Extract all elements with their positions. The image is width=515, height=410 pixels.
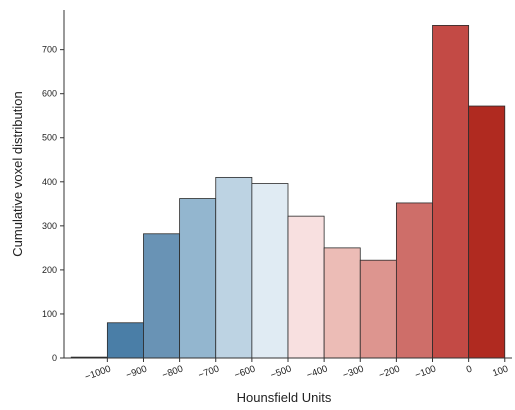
x-tick-label: −700 xyxy=(197,363,221,381)
histogram-bar xyxy=(215,176,253,359)
histogram-bar xyxy=(359,259,397,359)
x-tick-label: −500 xyxy=(269,363,293,381)
y-tick-label: 100 xyxy=(42,309,57,319)
x-tick-label: 0 xyxy=(465,363,474,375)
x-tick-label: −200 xyxy=(378,363,402,381)
y-ticks-group: 0 100 200 300 400 500 600 700 xyxy=(42,45,64,363)
x-tick-label: −100 xyxy=(414,363,438,381)
x-tick-label: −800 xyxy=(161,363,185,381)
x-tick-label: −400 xyxy=(305,363,329,381)
y-tick-label: 300 xyxy=(42,221,57,231)
histogram-bar xyxy=(468,105,506,359)
histogram-bar xyxy=(432,25,470,359)
histogram-bar xyxy=(251,183,289,359)
histogram-bar xyxy=(287,215,325,359)
y-tick-label: 500 xyxy=(42,133,57,143)
x-tick-label: −300 xyxy=(341,363,365,381)
x-tick-label: −1000 xyxy=(84,363,113,382)
histogram-bar xyxy=(179,198,217,359)
x-axis-title: Hounsfield Units xyxy=(237,390,332,405)
y-tick-label: 200 xyxy=(42,265,57,275)
histogram-bar xyxy=(143,233,181,359)
x-ticks-group: −1000 −900 −800 −700 −600 −500 −400 −300 −200 −10… xyxy=(84,358,510,383)
y-tick-label: 600 xyxy=(42,89,57,99)
y-tick-label: 0 xyxy=(52,353,57,363)
y-axis-title: Cumulative voxel distribution xyxy=(10,91,25,256)
y-tick-label: 400 xyxy=(42,177,57,187)
histogram-bar xyxy=(323,247,361,359)
bars-group xyxy=(70,25,506,359)
x-tick-label: −600 xyxy=(233,363,257,381)
x-tick-label: 100 xyxy=(491,363,510,379)
y-tick-label: 700 xyxy=(42,45,57,55)
x-tick-label: −900 xyxy=(125,363,149,381)
histogram-bar xyxy=(106,322,144,359)
histogram-bar xyxy=(395,202,433,359)
